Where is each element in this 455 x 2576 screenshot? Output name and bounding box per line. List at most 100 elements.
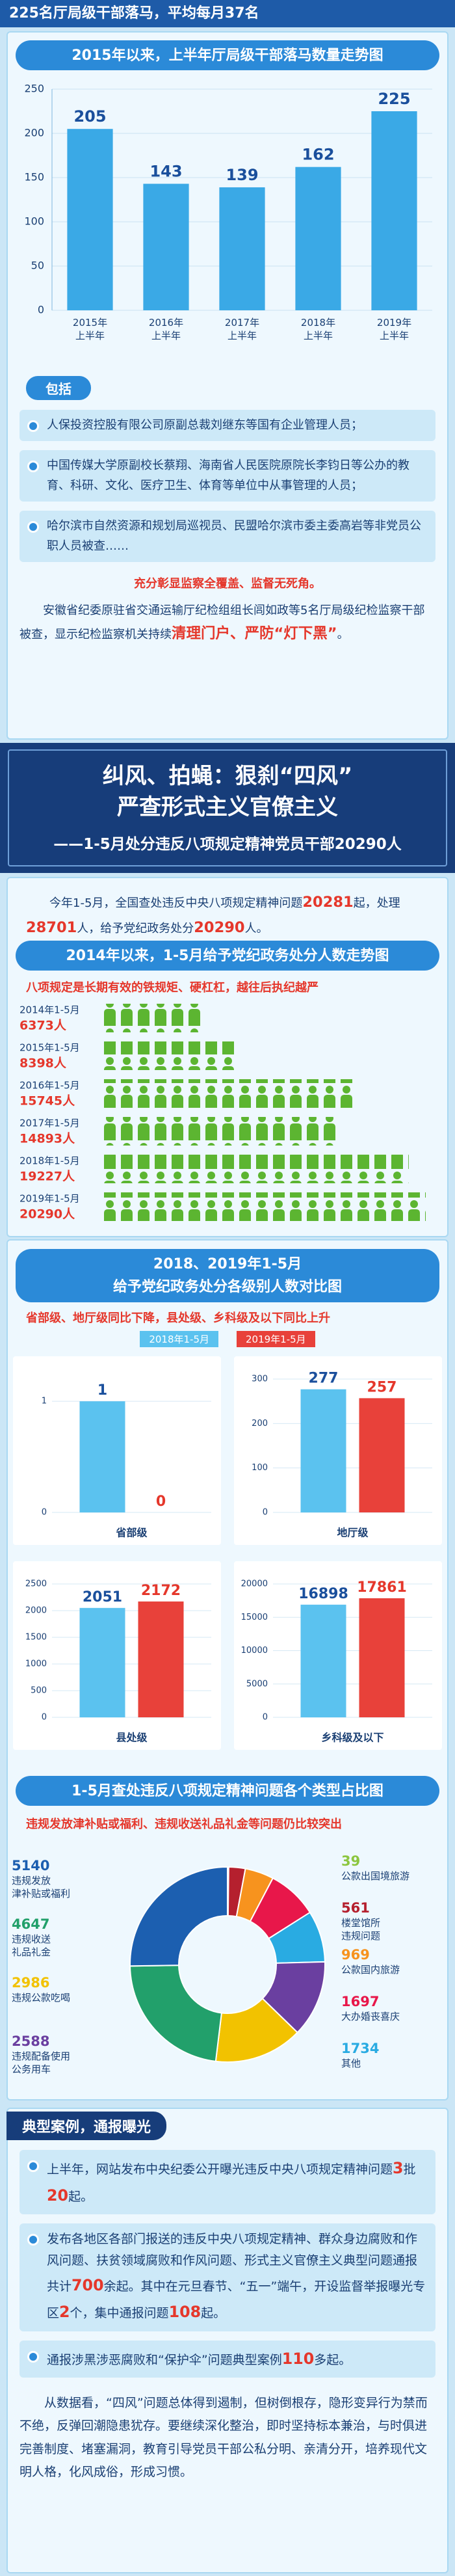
donut-label: 561 楼堂馆所 违规问题 <box>341 1899 455 1942</box>
panel: 0 1 1 0 省部级 <box>13 1356 221 1545</box>
donut-category: 违规收送 礼品礼金 <box>12 1933 51 1958</box>
donut-category: 大办婚丧喜庆 <box>341 2011 400 2023</box>
bullet <box>27 460 39 472</box>
chart-title: 2015年以来，上半年厅局级干部落马数量走势图 <box>16 40 439 70</box>
y-tick-label: 100 <box>252 1463 268 1473</box>
item-text: 中国传媒大学原副校长蔡翔、海南省人民医院原院长李钧日等公办的教育、科研、文化、医… <box>47 458 410 493</box>
section-subtitle: ——1-5月处分违反八项规定精神党员干部20290人 <box>53 836 402 853</box>
chart-subtitle: 八项规定是长期有效的铁规矩、硬杠杠，越往后执纪越严 <box>26 981 318 995</box>
text-segment: 通报涉黑涉恶腐败和“保护伞”问题典型案例 <box>47 2352 282 2367</box>
text-segment: 发布各地区各部门报送的违反中央八项规定精神、群众身边腐败和作风问题、扶贫领域腐败… <box>47 2232 418 2294</box>
x-tick-label: 2015年 上半年 <box>72 317 108 342</box>
section-tag: 包括 <box>26 376 91 400</box>
highlight-text: 清理门户、严防“灯下黑” <box>172 624 337 642</box>
donut-label: 39 公款出国境旅游 <box>341 1853 455 1883</box>
y-tick-label: 2000 <box>25 1606 47 1616</box>
y-tick-label: 0 <box>42 1508 47 1518</box>
y-tick-label: 150 <box>24 171 44 183</box>
donut-value: 2986 <box>12 1975 50 1991</box>
item-text: 哈尔滨市自然资源和规划局巡视员、民盟哈尔滨市委主委高岩等非党员公职人员被查…… <box>47 518 421 554</box>
text-segment: 人。 <box>244 922 268 936</box>
list-item: 发布各地区各部门报送的违反中央八项规定精神、群众身边腐败和作风问题、扶贫领域腐败… <box>20 2223 436 2331</box>
data-label: 2172 <box>141 1583 181 1599</box>
data-label: 225 <box>378 90 410 108</box>
bar <box>300 1389 346 1512</box>
bar <box>300 1604 346 1717</box>
donut-value: 969 <box>341 1947 370 1963</box>
panel: 0 500 1000 1500 2000 2500 2051 2172 县处级 <box>13 1561 221 1750</box>
donut-label: 4647 违规收送 礼品礼金 <box>12 1916 125 1959</box>
conclusion: 从数据看，“四风”问题总体得到遏制，但树倒根存，隐形变异行为禁而不绝，反弹回潮隐… <box>20 2396 428 2479</box>
text-segment: 今年1-5月，全国查处违反中央八项规定精神问题 <box>49 896 303 910</box>
y-tick-label: 5000 <box>246 1679 268 1689</box>
bar <box>359 1398 405 1512</box>
data-label: 6373人 <box>20 1019 67 1033</box>
donut-value: 561 <box>341 1900 370 1916</box>
cases-body: 上半年，网站发布中央纪委公开曝光违反中央八项规定精神问题3批20起。发布各地区各… <box>20 2150 436 2484</box>
legend-entry: 2019年1-5月 <box>237 1331 315 1347</box>
data-label: 15745人 <box>20 1094 75 1108</box>
bar <box>138 1601 184 1717</box>
data-label: 205 <box>73 107 106 126</box>
y-tick-label: 1 <box>42 1397 47 1406</box>
y-tick-label: 200 <box>252 1419 268 1429</box>
y-tick-label: 10000 <box>241 1646 268 1656</box>
section-title: 纠风、拍蝇：狠刹“四风” 严查形式主义官僚主义 <box>102 763 353 820</box>
bar <box>79 1401 125 1512</box>
text-segment: 上半年，网站发布中央纪委公开曝光违反中央八项规定精神问题 <box>47 2162 393 2177</box>
x-tick-label: 2018年 上半年 <box>300 317 336 342</box>
text-segment: 。 <box>337 627 349 641</box>
y-tick-label: 15000 <box>241 1613 268 1622</box>
category-label: 乡科级及以下 <box>321 1732 384 1744</box>
y-tick-label: 100 <box>24 215 44 228</box>
list-item: 通报涉黑涉恶腐败和“保护伞”问题典型案例110多起。 <box>20 2340 436 2378</box>
highlight: 充分彰显监察全覆盖、监督无死角。 <box>134 576 321 591</box>
donut-slice <box>129 1965 223 2063</box>
highlight-text: 700 <box>72 2275 104 2294</box>
bar <box>371 111 417 310</box>
chart-subtitle: 省部级、地厅级同比下降，县处级、乡科级及以下同比上升 <box>26 1311 330 1325</box>
donut-category: 违规发放 津补贴或福利 <box>12 1875 71 1899</box>
y-tick-label: 20000 <box>241 1579 268 1589</box>
header-title: 225名厅局级干部落马，平均每月37名 <box>9 5 259 21</box>
text-segment: 个，集中通报问题 <box>70 2306 169 2321</box>
data-label: 17861 <box>357 1579 407 1596</box>
bullet <box>27 520 39 533</box>
donut-label: 2588 违规配备使用 公务用车 <box>12 2033 125 2076</box>
bar <box>143 183 189 310</box>
y-tick-label: 0 <box>263 1508 268 1518</box>
donut-category: 违规公款吃喝 <box>12 1992 71 2004</box>
y-tick-label: 50 <box>31 260 44 272</box>
y-tick-label: 500 <box>31 1686 47 1696</box>
text-segment: 起，处理 <box>353 896 400 910</box>
list-item: 哈尔滨市自然资源和规划局巡视员、民盟哈尔滨市委主委高岩等非党员公职人员被查…… <box>20 510 436 562</box>
top-bar: 225名厅局级干部落马，平均每月37名 <box>0 0 455 27</box>
bar <box>295 167 341 310</box>
pictogram-bar <box>101 1155 409 1183</box>
donut-value: 2588 <box>12 2033 50 2049</box>
data-label: 277 <box>309 1371 339 1387</box>
donut-label: 969 公款国内旅游 <box>341 1946 455 1977</box>
donut-value: 1697 <box>341 1994 380 2009</box>
highlight-text: 28701 <box>26 919 77 937</box>
chart-subtitle: 违规发放津补贴或福利、违规收送礼品礼金等问题仍比较突出 <box>26 1818 342 1831</box>
donut-label: 1697 大办婚丧喜庆 <box>341 1993 455 2024</box>
y-tick-label: 0 <box>38 304 44 316</box>
donut-slice <box>129 1866 228 1967</box>
highlight-text: 2 <box>59 2303 70 2322</box>
data-label: 257 <box>367 1379 397 1395</box>
donut-value: 4647 <box>12 1916 50 1932</box>
highlight-text: 3 <box>393 2159 404 2177</box>
donut-value: 39 <box>341 1853 361 1869</box>
chart-title: 2014年以来，1-5月给予党纪政务处分人数走势图 <box>16 941 439 971</box>
text-segment: 余起。其中在元旦春节、“五一”端午，开设监督举报曝光专区 <box>47 2279 426 2321</box>
bar <box>219 187 265 310</box>
category-label: 省部级 <box>115 1527 148 1539</box>
donut-category: 公款国内旅游 <box>341 1964 400 1976</box>
text-segment: 起。 <box>68 2189 94 2204</box>
list-item: 上半年，网站发布中央纪委公开曝光违反中央八项规定精神问题3批 20起。 <box>20 2150 436 2215</box>
highlight-text: 20281 <box>302 894 354 911</box>
chart-title: 2018、2019年1-5月 给予党纪政务处分各级别人数对比图 <box>16 1249 439 1302</box>
legend: 2018年1-5月 2019年1-5月 <box>0 1331 455 1347</box>
row-label: 2018年1-5月 <box>20 1155 80 1167</box>
